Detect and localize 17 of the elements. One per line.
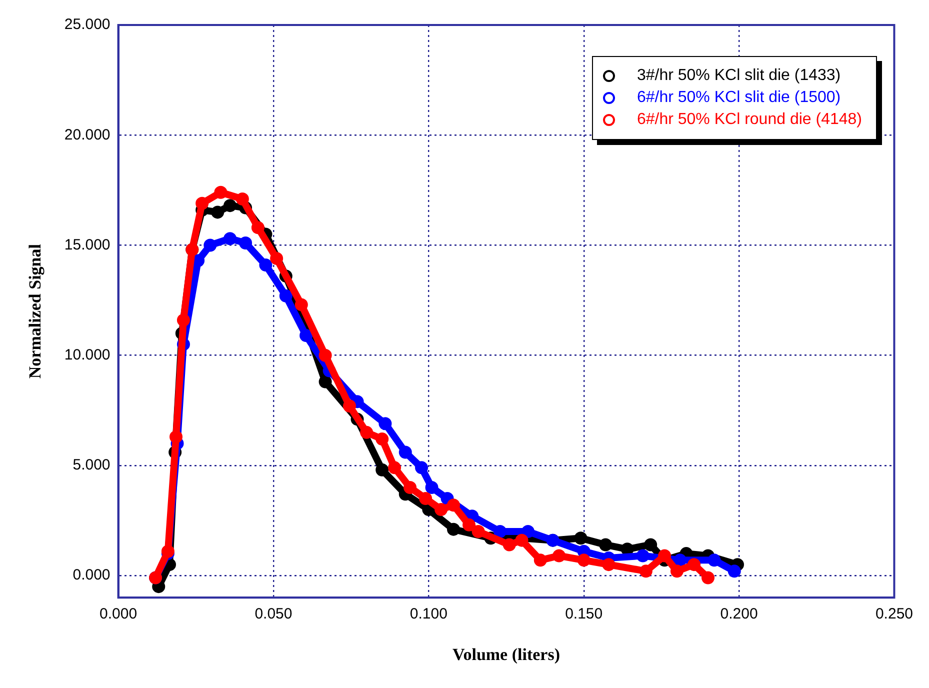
y-tick-label: 20.000	[64, 126, 110, 144]
x-tick-label: 0.250	[875, 606, 914, 623]
y-axis-title: Normalized Signal	[26, 244, 45, 379]
x-tick-label: 0.000	[100, 606, 138, 623]
legend-label: 3#/hr 50% KCl slit die (1433)	[636, 67, 841, 85]
y-tick-label: 25.000	[64, 16, 110, 34]
legend-label: 6#/hr 50% KCl slit die (1500)	[636, 89, 841, 107]
y-tick-label: 10.000	[64, 346, 110, 364]
x-tick-label: 0.050	[254, 606, 292, 623]
y-tick-label: 5.000	[72, 456, 110, 474]
x-tick-label: 0.150	[565, 606, 603, 623]
x-axis-title: Volume (liters)	[452, 645, 560, 664]
y-tick-label: 15.000	[64, 236, 110, 254]
x-tick-label: 0.100	[410, 606, 448, 623]
x-tick-label: 0.200	[720, 606, 758, 623]
y-tick-label: 0.000	[72, 566, 110, 584]
legend-label: 6#/hr 50% KCl round die (4148)	[636, 111, 862, 129]
